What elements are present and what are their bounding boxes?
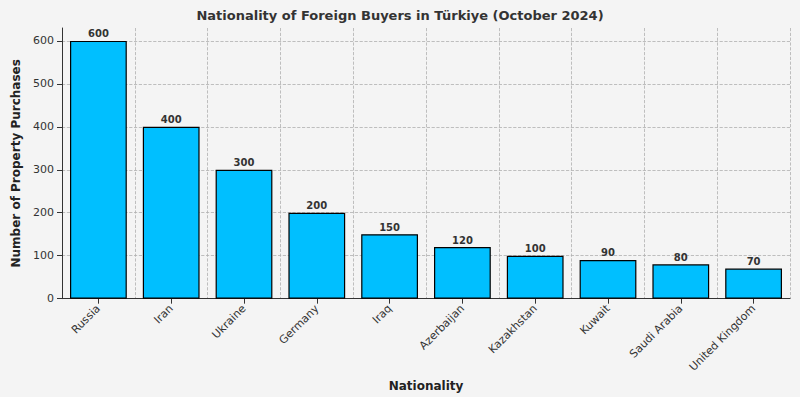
svg-text:United Kingdom: United Kingdom: [687, 302, 759, 374]
svg-text:Russia: Russia: [69, 302, 103, 336]
svg-text:600: 600: [33, 34, 54, 47]
svg-text:200: 200: [33, 206, 54, 219]
svg-text:80: 80: [674, 252, 688, 263]
svg-text:200: 200: [306, 200, 327, 211]
svg-text:300: 300: [234, 157, 255, 168]
svg-text:Azerbaijan: Azerbaijan: [417, 302, 467, 352]
svg-text:100: 100: [525, 243, 546, 254]
svg-text:70: 70: [747, 256, 761, 267]
svg-text:Nationality of Foreign Buyers: Nationality of Foreign Buyers in Türkiye…: [196, 8, 603, 23]
svg-text:300: 300: [33, 163, 54, 176]
svg-text:Germany: Germany: [276, 302, 321, 347]
svg-text:90: 90: [601, 247, 615, 258]
svg-text:500: 500: [33, 77, 54, 90]
svg-text:Nationality: Nationality: [389, 379, 464, 393]
svg-text:Ukraine: Ukraine: [209, 302, 248, 341]
svg-text:150: 150: [379, 222, 400, 233]
svg-text:0: 0: [47, 292, 54, 305]
svg-text:600: 600: [88, 28, 109, 39]
svg-text:400: 400: [33, 120, 54, 133]
svg-text:120: 120: [452, 235, 473, 246]
svg-text:Kazakhstan: Kazakhstan: [486, 302, 540, 356]
svg-text:Iraq: Iraq: [370, 302, 394, 326]
svg-text:400: 400: [161, 114, 182, 125]
svg-text:Kuwait: Kuwait: [577, 302, 613, 338]
svg-text:100: 100: [33, 249, 54, 262]
svg-text:Number of Property Purchases: Number of Property Purchases: [9, 59, 23, 267]
svg-text:Saudi Arabia: Saudi Arabia: [627, 302, 685, 360]
svg-text:Iran: Iran: [151, 302, 175, 326]
